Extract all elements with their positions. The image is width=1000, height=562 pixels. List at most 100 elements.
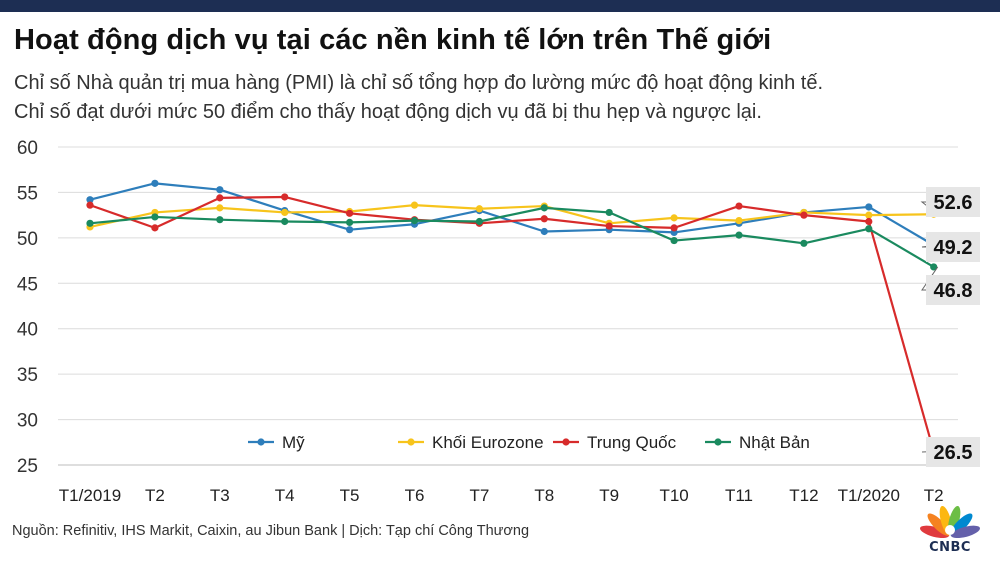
series-line [89, 195, 935, 452]
x-tick-label: T9 [599, 486, 619, 505]
x-tick-label: T2 [924, 486, 944, 505]
callout-value: 52.6 [934, 192, 973, 214]
cnbc-logo-text: CNBC [929, 540, 971, 555]
data-point [475, 217, 483, 226]
data-point [540, 204, 548, 212]
y-tick-label: 60 [17, 138, 38, 159]
data-point [281, 208, 289, 217]
callout-leader [921, 266, 939, 291]
x-tick-label: T3 [210, 486, 230, 505]
source-note: Nguồn: Refinitiv, IHS Markit, Caixin, au… [12, 523, 530, 539]
legend-item: Nhật Bản [705, 433, 810, 452]
cnbc-logo: CNBC [918, 502, 982, 558]
top-bar [0, 0, 1000, 12]
legend-label: Nhật Bản [739, 433, 810, 452]
y-tick-label: 55 [17, 183, 38, 204]
data-point [735, 202, 743, 210]
y-tick-label: 30 [17, 411, 38, 432]
callout-value: 49.2 [934, 237, 973, 259]
data-point [800, 239, 808, 247]
end-callout: 49.2 [921, 232, 980, 262]
data-point [410, 201, 419, 209]
series-lines [86, 179, 938, 455]
data-point [475, 205, 483, 213]
legend-item: Mỹ [248, 433, 305, 452]
data-point [86, 196, 94, 204]
x-tick-label: T5 [340, 486, 360, 505]
callout-box [926, 187, 980, 217]
data-point [346, 218, 354, 227]
y-tick-label: 25 [17, 456, 38, 477]
y-axis-ticks: 25 30 35 40 45 50 55 60 [17, 138, 38, 477]
callout-box [926, 437, 980, 467]
x-tick-label: T10 [659, 486, 688, 505]
end-callout: 52.6 [920, 187, 980, 217]
legend-label: Trung Quốc [587, 433, 677, 452]
y-tick-label: 50 [17, 229, 38, 250]
legend-item: Trung Quốc [553, 433, 677, 452]
data-point [735, 216, 743, 225]
data-point [670, 236, 678, 245]
legend-label: Mỹ [282, 433, 305, 452]
legend-label: Khối Eurozone [432, 433, 544, 452]
data-point [670, 214, 678, 222]
legend-item: Khối Eurozone [398, 433, 544, 452]
end-value-callouts: 52.6 49.2 46.8 26.5 [920, 187, 980, 467]
data-point [216, 204, 224, 212]
legend-swatch-dot [562, 438, 570, 446]
data-point [865, 203, 873, 211]
data-point [216, 186, 224, 194]
data-point [670, 224, 678, 232]
data-point [540, 215, 548, 223]
data-point [540, 227, 548, 236]
x-tick-label: T7 [469, 486, 489, 505]
grid-lines [58, 146, 958, 466]
y-tick-label: 40 [17, 320, 38, 341]
data-point [605, 208, 613, 217]
end-callout: 26.5 [921, 437, 980, 467]
x-tick-label: T8 [534, 486, 554, 505]
end-callout: 46.8 [921, 266, 980, 305]
data-point [86, 201, 94, 209]
legend-swatch-dot [407, 438, 415, 446]
x-tick-label: T4 [275, 486, 295, 505]
chart-subtitle-line-1: Chỉ số Nhà quản trị mua hàng (PMI) là ch… [14, 72, 824, 94]
legend-swatch-dot [257, 438, 265, 446]
data-point [410, 216, 419, 225]
data-point [216, 216, 224, 224]
series-line [89, 206, 935, 268]
data-point [86, 219, 94, 227]
data-point [735, 231, 743, 239]
callout-box [926, 232, 980, 262]
data-point [151, 179, 159, 187]
chart-subtitle-line-2: Chỉ số đạt dưới mức 50 điểm cho thấy hoạ… [14, 101, 762, 123]
x-tick-label: T6 [405, 486, 425, 505]
x-axis-ticks: T1/2019 T2 T3 T4 T5 T6 T7 T8 T9 T10 T11 T12 T1/2020 T… [59, 486, 944, 505]
data-point [216, 194, 224, 202]
data-point [930, 263, 938, 271]
series-3 [86, 204, 938, 271]
data-point [800, 211, 808, 219]
data-point [281, 193, 289, 201]
data-point [865, 217, 873, 226]
x-tick-label: T12 [789, 486, 818, 505]
data-point [346, 209, 354, 217]
callout-value: 26.5 [934, 442, 973, 464]
callout-value: 46.8 [934, 280, 973, 302]
data-point [151, 224, 159, 232]
data-point [865, 211, 873, 219]
x-tick-label: T1/2020 [838, 486, 900, 505]
y-tick-label: 45 [17, 274, 38, 295]
x-tick-label: T1/2019 [59, 486, 121, 505]
data-point [281, 217, 289, 226]
chart-title: Hoạt động dịch vụ tại các nền kinh tế lớ… [14, 24, 772, 56]
peacock-icon [919, 505, 981, 539]
data-point [605, 222, 613, 230]
data-point [865, 225, 873, 233]
data-point [151, 213, 159, 221]
x-tick-label: T11 [725, 486, 753, 505]
series-2 [86, 193, 938, 455]
x-tick-label: T2 [145, 486, 165, 505]
y-tick-label: 35 [17, 365, 38, 386]
